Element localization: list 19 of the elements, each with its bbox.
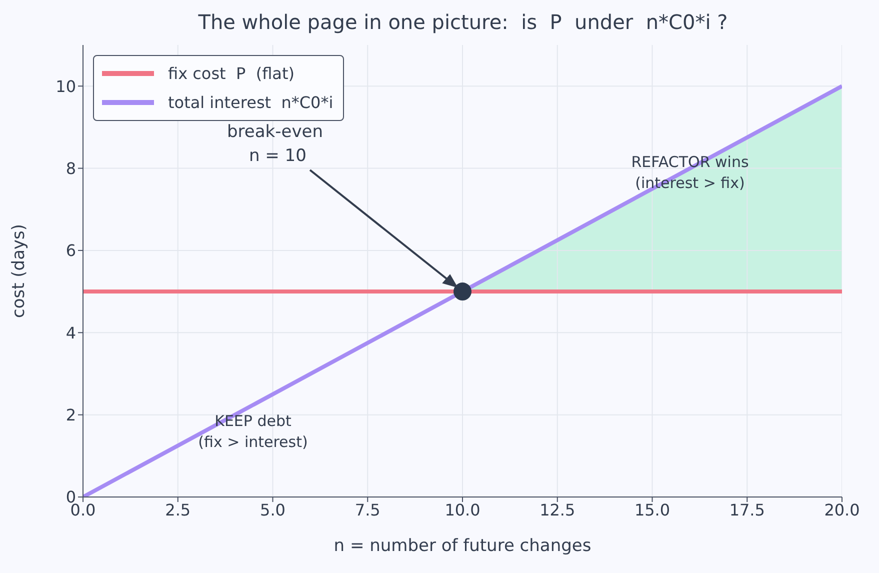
y-tick-label: 8	[66, 158, 76, 178]
y-tick-label: 6	[66, 241, 76, 260]
legend-label: total interest n*C0*i	[168, 93, 334, 112]
y-axis-title: cost (days)	[9, 224, 30, 318]
x-tick-label: 7.5	[354, 500, 380, 520]
y-tick-label: 10	[56, 76, 76, 96]
x-tick-label: 5.0	[260, 500, 286, 520]
x-tick-label: 20.0	[824, 500, 860, 520]
y-tick-label: 4	[66, 323, 76, 342]
x-tick-label: 15.0	[634, 500, 670, 520]
legend-label: fix cost P (flat)	[168, 64, 294, 83]
x-tick-label: 10.0	[444, 500, 480, 520]
annotation: break-even n = 10	[226, 121, 324, 168]
x-tick-label: 2.5	[165, 500, 191, 520]
x-tick-label: 12.5	[540, 500, 576, 520]
y-tick-label: 2	[66, 406, 76, 424]
chart-title: The whole page in one picture: is P under n*C0*i ?	[197, 10, 729, 34]
x-tick-label: 17.5	[729, 500, 765, 520]
x-axis-title: n = number of future changes	[334, 536, 592, 556]
